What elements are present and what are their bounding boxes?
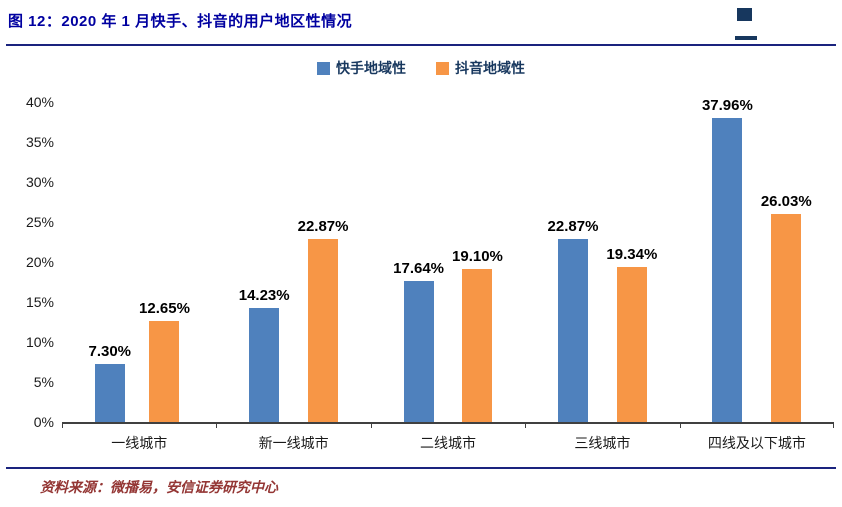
- bar-value-label: 14.23%: [238, 287, 290, 305]
- axis-tick-mark: [62, 422, 63, 428]
- bar-group: 7.30% 12.65%: [62, 300, 216, 422]
- bar-column: 37.96%: [702, 97, 753, 422]
- bar: [249, 308, 280, 422]
- y-axis: 0% 5% 10% 15% 20% 25% 30% 35% 40%: [8, 94, 54, 430]
- bar-column: 19.10%: [452, 248, 503, 422]
- legend-item: 快手地域性: [317, 58, 406, 78]
- footer-divider: [6, 467, 836, 469]
- bar: [771, 213, 802, 422]
- legend-swatch-icon: [317, 61, 330, 75]
- bar: [403, 280, 434, 422]
- y-axis-tick-label: 0%: [33, 414, 54, 430]
- bar-group: 17.64% 19.10%: [371, 248, 525, 422]
- bar: [712, 118, 743, 422]
- y-axis-tick-label: 30%: [25, 174, 54, 190]
- bar: [616, 267, 647, 422]
- bar-column: 22.87%: [547, 218, 599, 422]
- x-axis-category-label: 四线及以下城市: [707, 435, 806, 451]
- axis-tick-mark: [525, 422, 527, 428]
- bar-column: 7.30%: [88, 343, 131, 422]
- bar-value-label: 7.30%: [88, 342, 132, 360]
- chart-legend: 快手地域性 抖音地域性: [0, 58, 842, 78]
- bar: [308, 239, 339, 422]
- x-axis-category-label: 二线城市: [420, 435, 477, 451]
- logo-underline-icon: [735, 36, 757, 40]
- y-axis-tick-label: 40%: [25, 94, 54, 110]
- y-axis-tick-label: 20%: [25, 254, 54, 270]
- bar-chart-plot-area: 7.30% 12.65% 14.23% 22.87% 17.64% 19.10% 22.87…: [62, 96, 834, 424]
- x-axis-category-label: 一线城市: [111, 435, 168, 451]
- y-axis-tick-label: 5%: [33, 374, 54, 390]
- source-note: 资料来源：微播易，安信证券研究中心: [40, 481, 278, 496]
- x-axis: 一线城市 新一线城市 二线城市 三线城市 四线及以下城市: [62, 433, 834, 453]
- bar-column: 14.23%: [239, 287, 290, 422]
- axis-tick-mark: [370, 422, 372, 428]
- bar-value-label: 22.87%: [297, 218, 349, 236]
- bar-group: 14.23% 22.87%: [216, 218, 370, 422]
- bar: [149, 320, 180, 422]
- legend-swatch-icon: [436, 61, 449, 75]
- bar-value-label: 26.03%: [760, 192, 812, 210]
- bar-value-label: 22.87%: [547, 218, 599, 236]
- bar-column: 26.03%: [761, 193, 812, 422]
- y-axis-tick-label: 25%: [25, 214, 54, 230]
- bar-value-label: 17.64%: [393, 259, 445, 277]
- legend-label: 快手地域性: [336, 60, 406, 76]
- figure-title: 图 12：2020 年 1 月快手、抖音的用户地区性情况: [8, 13, 353, 30]
- bar-group: 37.96% 26.03%: [680, 97, 834, 422]
- bar: [462, 269, 493, 422]
- legend-item: 抖音地域性: [436, 58, 525, 78]
- y-axis-tick-label: 10%: [25, 334, 54, 350]
- y-axis-tick-label: 15%: [25, 294, 54, 310]
- axis-tick-mark: [216, 422, 218, 428]
- bar-column: 19.34%: [606, 246, 657, 422]
- legend-label: 抖音地域性: [455, 60, 525, 76]
- bar-column: 22.87%: [297, 218, 349, 422]
- bar-value-label: 12.65%: [139, 299, 190, 317]
- y-axis-tick-label: 35%: [25, 134, 54, 150]
- bar-column: 12.65%: [139, 300, 190, 422]
- logo-mark-icon: [737, 8, 752, 21]
- axis-tick-mark: [679, 422, 681, 428]
- axis-tick-mark: [833, 422, 834, 428]
- bar-value-label: 37.96%: [701, 97, 753, 115]
- header-divider: [6, 44, 836, 46]
- x-axis-category-label: 三线城市: [574, 435, 631, 451]
- bar-value-label: 19.34%: [606, 246, 658, 264]
- bar-column: 17.64%: [393, 260, 444, 422]
- x-axis-category-label: 新一线城市: [258, 435, 329, 451]
- bar: [94, 363, 125, 422]
- bar-value-label: 19.10%: [452, 248, 503, 266]
- bar: [557, 239, 588, 422]
- x-axis-ticks: [62, 422, 834, 428]
- bar-group: 22.87% 19.34%: [525, 218, 679, 422]
